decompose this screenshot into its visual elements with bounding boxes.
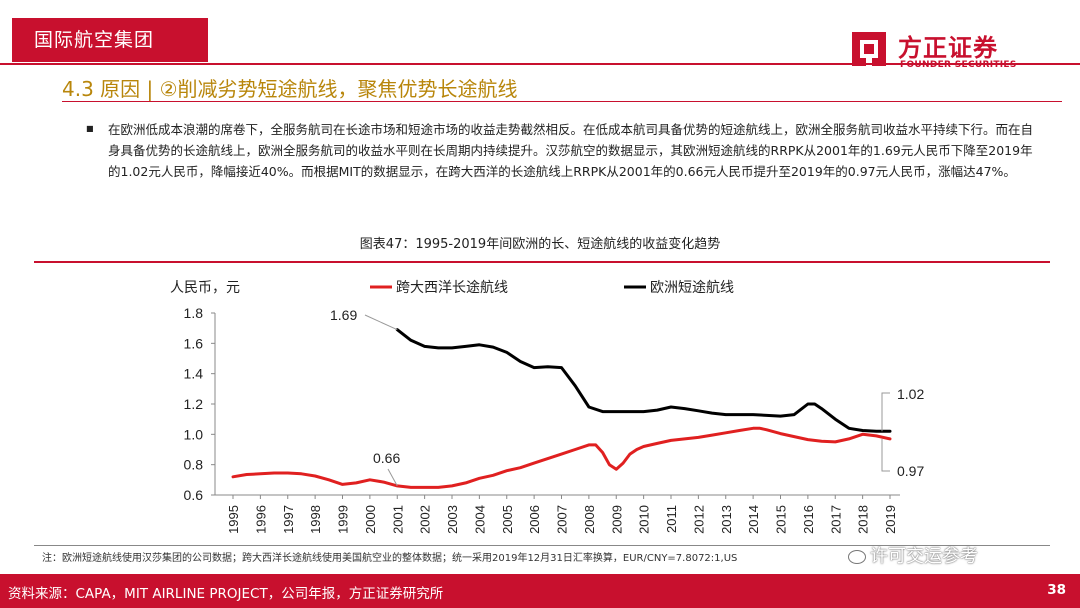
caption-rule: [34, 261, 1050, 263]
data-label: 0.97: [897, 463, 924, 479]
bullet-icon: ■: [86, 124, 94, 133]
x-tick-label: 2019: [883, 505, 898, 534]
y-tick-label: 0.8: [184, 457, 204, 473]
data-label: 1.69: [330, 307, 357, 323]
x-tick-label: 1998: [308, 505, 323, 534]
header-rule: [0, 63, 1080, 65]
x-tick-label: 2016: [801, 505, 816, 534]
chart-caption: 图表47：1995-2019年间欧洲的长、短途航线的收益变化趋势: [359, 237, 721, 252]
y-tick-label: 1.6: [184, 335, 204, 351]
watermark: 许可交运参考: [848, 542, 978, 568]
x-tick-label: 2012: [691, 505, 706, 534]
legend-label: 欧洲短途航线: [650, 279, 734, 296]
annotation-leader: [387, 468, 398, 487]
x-tick-label: 1997: [281, 505, 296, 534]
y-tick-label: 1.0: [184, 426, 204, 442]
x-tick-label: 2013: [719, 505, 734, 534]
x-tick-label: 2015: [774, 505, 789, 534]
annotation-leader: [881, 392, 890, 432]
x-tick-label: 2004: [472, 505, 487, 534]
x-tick-label: 1996: [253, 505, 268, 534]
x-tick-label: 2018: [856, 505, 871, 534]
x-tick-label: 2017: [828, 505, 843, 534]
x-tick-label: 2006: [527, 505, 542, 534]
series-line-europe-short: [395, 328, 892, 433]
x-tick-label: 2011: [664, 505, 679, 533]
x-tick-label: 2001: [390, 505, 405, 534]
x-tick-label: 1999: [336, 505, 351, 534]
x-tick-label: 2002: [418, 505, 433, 534]
x-tick-label: 2000: [363, 505, 378, 534]
founder-logo-icon: [852, 32, 886, 66]
body-paragraph: 在欧洲低成本浪潮的席卷下，全服务航司在长途市场和短途市场的收益走势截然相反。在低…: [108, 122, 1034, 179]
footer-bar: 资料来源：CAPA，MIT AIRLINE PROJECT，公司年报，方正证券研…: [0, 574, 1080, 608]
annotation-leader: [364, 314, 398, 331]
y-tick-label: 1.8: [184, 305, 204, 321]
x-tick-label: 2010: [637, 505, 652, 534]
y-tick-label: 1.2: [184, 396, 204, 412]
y-axis-label: 人民币，元: [170, 280, 240, 296]
footnote: 注：欧洲短途航线使用汉莎集团的公司数据；跨大西洋长途航线使用美国航空业的整体数据…: [42, 553, 738, 564]
x-tick-label: 2014: [746, 505, 761, 534]
x-tick-label: 2003: [445, 505, 460, 534]
section-tag: 国际航空集团: [12, 18, 208, 62]
logo-cn-text: 方正证券: [898, 34, 998, 62]
footnote-rule: [34, 545, 1050, 546]
company-logo: 方正证券 FOUNDER SECURITIES: [848, 26, 1048, 78]
logo-en-text: FOUNDER SECURITIES: [900, 60, 1017, 70]
x-tick-label: 2008: [582, 505, 597, 534]
x-tick-label: 2005: [500, 505, 515, 534]
series-line-transatlantic: [231, 426, 892, 489]
title-rule: [62, 101, 1062, 102]
x-tick-label: 1995: [226, 505, 241, 534]
annotation-leader: [881, 438, 890, 472]
revenue-line-chart: 0.6 0.8 1.0 1.2 1.4 1.6 1.8 人民币，元 1995 1996 1997 19…: [170, 279, 924, 534]
legend-label: 跨大西洋长途航线: [396, 279, 508, 296]
slide-title: 4.3 原因 | ②削减劣势短途航线，聚焦优势长途航线: [62, 77, 518, 101]
data-label: 1.02: [897, 386, 924, 402]
x-tick-label: 2007: [555, 505, 570, 534]
data-label: 0.66: [373, 450, 400, 466]
x-tick-label: 2009: [609, 505, 624, 534]
watermark-text: 许可交运参考: [870, 546, 978, 567]
y-tick-label: 1.4: [184, 366, 204, 382]
wechat-icon: [848, 550, 866, 564]
source-text: 资料来源：CAPA，MIT AIRLINE PROJECT，公司年报，方正证券研…: [8, 586, 444, 602]
y-tick-label: 0.6: [184, 487, 204, 503]
page-number: 38: [1047, 582, 1066, 598]
